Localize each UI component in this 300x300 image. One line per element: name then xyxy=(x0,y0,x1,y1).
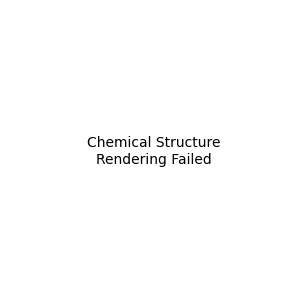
Text: Chemical Structure
Rendering Failed: Chemical Structure Rendering Failed xyxy=(87,136,220,166)
